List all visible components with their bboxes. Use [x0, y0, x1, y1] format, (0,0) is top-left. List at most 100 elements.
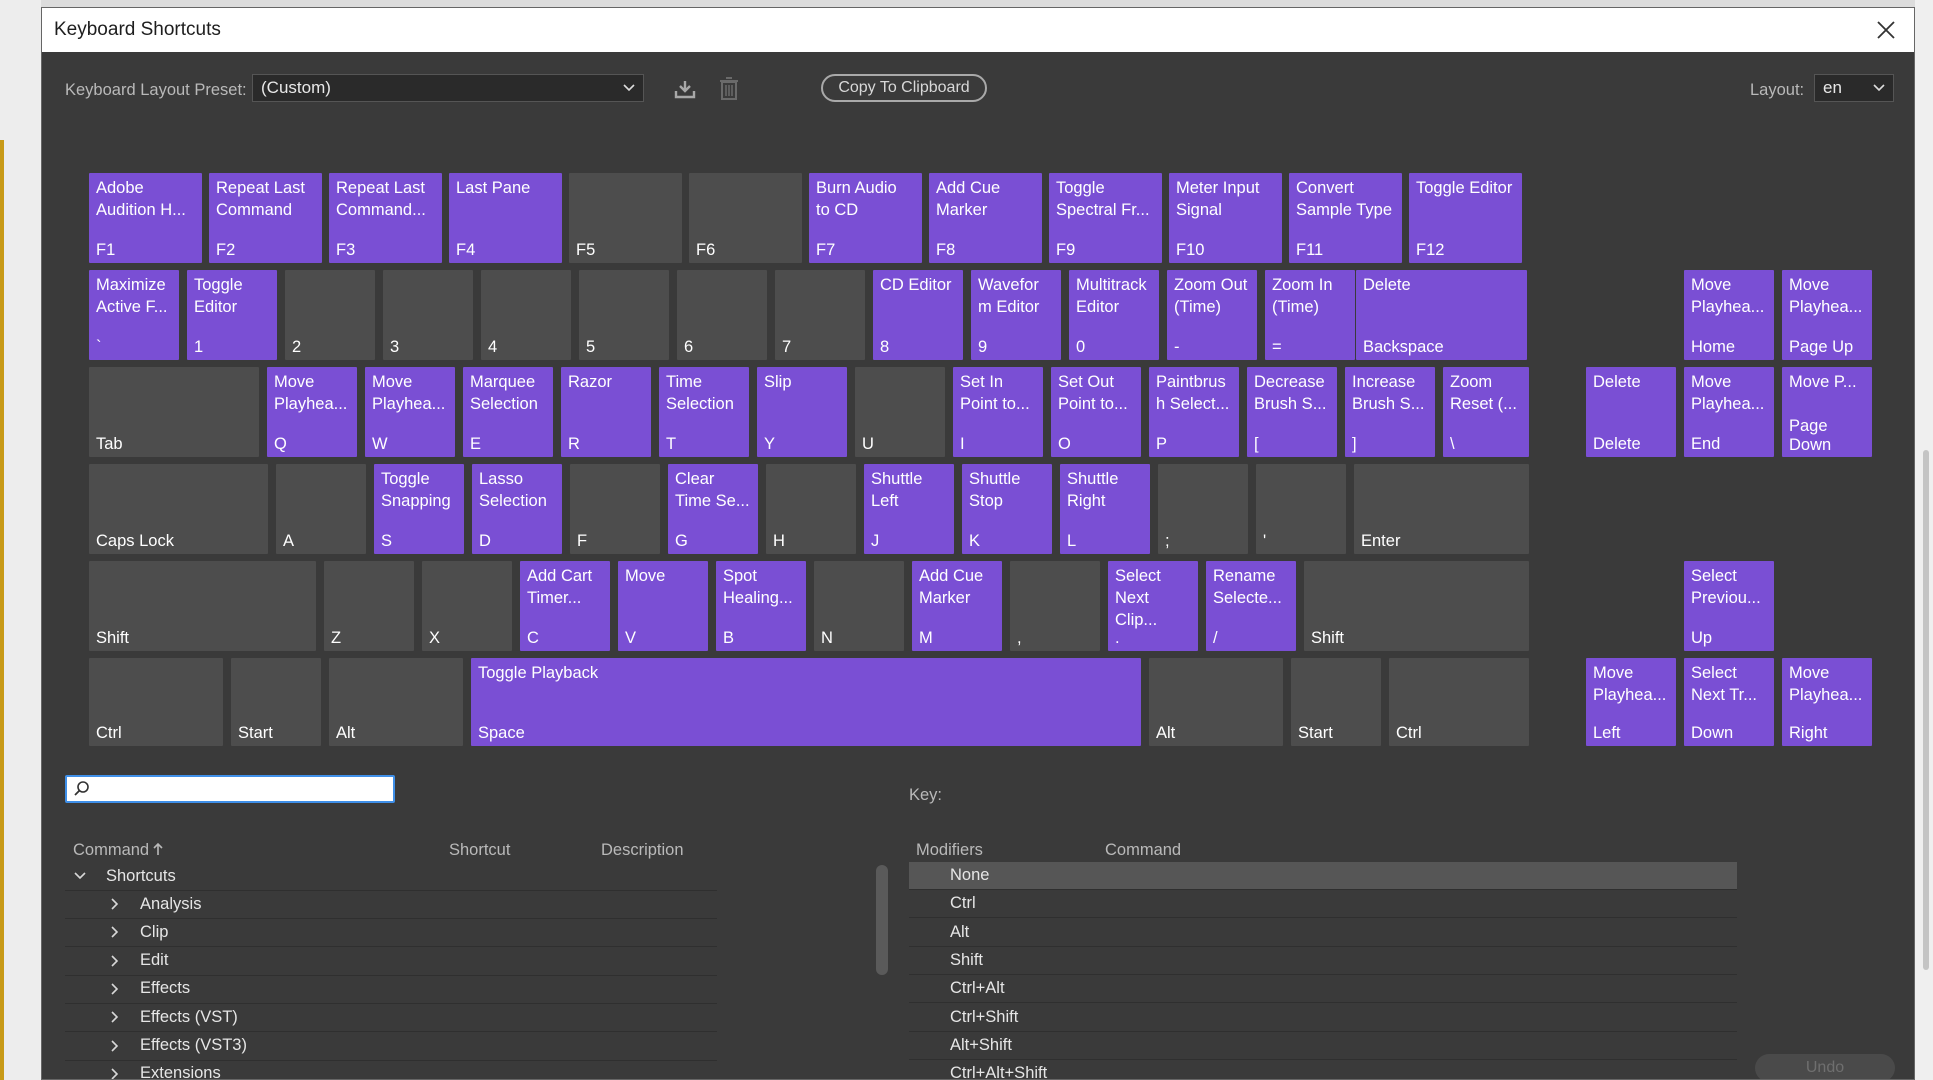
copy-to-clipboard-button[interactable]: Copy To Clipboard — [821, 74, 987, 102]
tree-group-row[interactable]: Effects (VST) — [65, 1003, 717, 1033]
key-][interactable]: Increase Brush S...] — [1345, 367, 1435, 457]
key-6[interactable]: 6 — [677, 270, 767, 360]
chevron-right-icon[interactable] — [108, 1067, 122, 1080]
key-3[interactable]: 3 — [383, 270, 473, 360]
key-z[interactable]: Z — [324, 561, 414, 651]
key-p[interactable]: Paintbrus h Select... P — [1149, 367, 1239, 457]
key-n[interactable]: N — [814, 561, 904, 651]
key-c[interactable]: Add Cart Timer... C — [520, 561, 610, 651]
chevron-right-icon[interactable] — [108, 1010, 122, 1024]
key-alt[interactable]: Alt — [329, 658, 463, 746]
key-right[interactable]: Move Playhea... Right — [1782, 658, 1872, 746]
key-v[interactable]: Move V — [618, 561, 708, 651]
key-s[interactable]: Toggle Snapping S — [374, 464, 464, 554]
key-1[interactable]: Toggle Editor 1 — [187, 270, 277, 360]
key-/[interactable]: Rename Selecte... / — [1206, 561, 1296, 651]
key-f6[interactable]: F6 — [689, 173, 802, 263]
key-4[interactable]: 4 — [481, 270, 571, 360]
modifier-row[interactable]: Ctrl+Alt+Shift — [909, 1060, 1737, 1079]
key--[interactable]: Zoom Out (Time) - — [1167, 270, 1257, 360]
chevron-right-icon[interactable] — [108, 925, 122, 939]
preset-select[interactable]: (Custom) — [252, 74, 644, 102]
key-home[interactable]: Move Playhea... Home — [1684, 270, 1774, 360]
chevron-right-icon[interactable] — [108, 897, 122, 911]
key-f4[interactable]: Last Pane F4 — [449, 173, 562, 263]
layout-select[interactable]: en — [1814, 74, 1894, 102]
key-8[interactable]: CD Editor 8 — [873, 270, 963, 360]
tree-group-row[interactable]: Analysis — [65, 890, 717, 919]
key-y[interactable]: Slip Y — [757, 367, 847, 457]
tree-group-row[interactable]: Extensions — [65, 1060, 717, 1080]
chevron-right-icon[interactable] — [108, 982, 122, 996]
key-2[interactable]: 2 — [285, 270, 375, 360]
key-up[interactable]: Select Previou... Up — [1684, 561, 1774, 651]
key-left[interactable]: Move Playhea... Left — [1586, 658, 1676, 746]
key-;[interactable]: ; — [1158, 464, 1248, 554]
tree-root-shortcuts[interactable]: Shortcuts — [65, 862, 717, 891]
key-5[interactable]: 5 — [579, 270, 669, 360]
key-w[interactable]: Move Playhea... W — [365, 367, 455, 457]
key-e[interactable]: Marquee Selection E — [463, 367, 553, 457]
key-enter[interactable]: Enter — [1354, 464, 1529, 554]
key-k[interactable]: Shuttle Stop K — [962, 464, 1052, 554]
key-j[interactable]: Shuttle Left J — [864, 464, 954, 554]
key-delete[interactable]: Delete Delete — [1586, 367, 1676, 457]
key-u[interactable]: U — [855, 367, 945, 457]
key-0[interactable]: Multitrack Editor 0 — [1069, 270, 1159, 360]
key-a[interactable]: A — [276, 464, 366, 554]
key-f7[interactable]: Burn Audio to CD F7 — [809, 173, 922, 263]
header-command[interactable]: Command — [73, 841, 164, 860]
modifier-row[interactable]: None — [909, 862, 1737, 890]
key-f12[interactable]: Toggle Editor F12 — [1409, 173, 1522, 263]
chevron-down-icon[interactable] — [73, 869, 87, 883]
key-tab[interactable]: Tab — [89, 367, 259, 457]
key-o[interactable]: Set Out Point to... O — [1051, 367, 1141, 457]
chevron-right-icon[interactable] — [108, 1039, 122, 1053]
key-`[interactable]: Maximize Active F... ` — [89, 270, 179, 360]
key-f8[interactable]: Add Cue Marker F8 — [929, 173, 1042, 263]
commands-scrollbar[interactable] — [876, 865, 888, 975]
key-'[interactable]: ' — [1256, 464, 1346, 554]
key-start[interactable]: Start — [231, 658, 321, 746]
key-t[interactable]: Time Selection T — [659, 367, 749, 457]
modifier-row[interactable]: Ctrl — [909, 890, 1737, 919]
key-b[interactable]: Spot Healing... B — [716, 561, 806, 651]
key-9[interactable]: Wavefor m Editor 9 — [971, 270, 1061, 360]
key-h[interactable]: H — [766, 464, 856, 554]
tree-group-row[interactable]: Edit — [65, 947, 717, 976]
delete-preset-icon[interactable] — [715, 75, 743, 103]
key-i[interactable]: Set In Point to... I — [953, 367, 1043, 457]
key-start[interactable]: Start — [1291, 658, 1381, 746]
key-caps-lock[interactable]: Caps Lock — [89, 464, 268, 554]
key-ctrl[interactable]: Ctrl — [1389, 658, 1529, 746]
tree-group-row[interactable]: Effects — [65, 975, 717, 1004]
chevron-right-icon[interactable] — [108, 954, 122, 968]
key-ctrl[interactable]: Ctrl — [89, 658, 223, 746]
key-space[interactable]: Toggle Playback Space — [471, 658, 1141, 746]
modifier-row[interactable]: Shift — [909, 947, 1737, 975]
key-end[interactable]: Move Playhea... End — [1684, 367, 1774, 457]
key-g[interactable]: Clear Time Se... G — [668, 464, 758, 554]
modifier-row[interactable]: Alt — [909, 919, 1737, 947]
key-f9[interactable]: Toggle Spectral Fr... F9 — [1049, 173, 1162, 263]
key-f10[interactable]: Meter Input Signal F10 — [1169, 173, 1282, 263]
header-shortcut[interactable]: Shortcut — [449, 841, 511, 859]
key-page-down[interactable]: Move P... Page Down — [1782, 367, 1872, 457]
key-.[interactable]: Select Next Clip.... — [1108, 561, 1198, 651]
undo-button[interactable]: Undo — [1755, 1054, 1895, 1079]
save-preset-icon[interactable] — [671, 75, 699, 103]
key-f[interactable]: F — [570, 464, 660, 554]
key-l[interactable]: Shuttle Right L — [1060, 464, 1150, 554]
key-m[interactable]: Add Cue Marker M — [912, 561, 1002, 651]
key-shift[interactable]: Shift — [1304, 561, 1529, 651]
key-f3[interactable]: Repeat Last Command... F3 — [329, 173, 442, 263]
key-7[interactable]: 7 — [775, 270, 865, 360]
close-icon[interactable] — [1870, 14, 1902, 46]
tree-group-row[interactable]: Clip — [65, 918, 717, 948]
search-field[interactable] — [65, 775, 395, 803]
tree-group-row[interactable]: Effects (VST3) — [65, 1032, 717, 1061]
key-f1[interactable]: Adobe Audition H... F1 — [89, 173, 202, 263]
modifier-row[interactable]: Ctrl+Alt — [909, 975, 1737, 1004]
background-scrollbar[interactable] — [1923, 450, 1929, 970]
key-f5[interactable]: F5 — [569, 173, 682, 263]
